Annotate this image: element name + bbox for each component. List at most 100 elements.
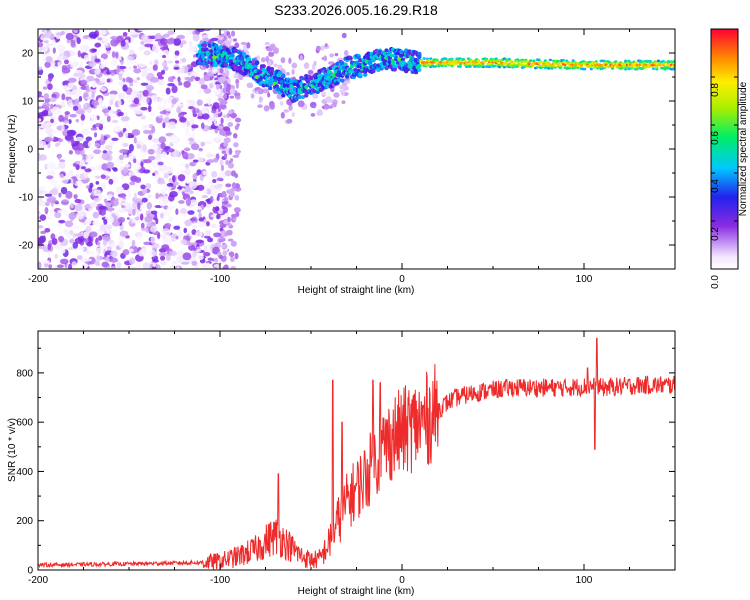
spectrogram-noise-cell (58, 161, 66, 169)
spectrogram-noise-cell (146, 96, 150, 104)
spectrogram-ridge-cell (458, 63, 462, 67)
spectrogram-noise-cell (58, 219, 66, 224)
spectrogram-noise-cell (142, 169, 151, 174)
spectrogram-noise-cell (109, 90, 118, 95)
spectrogram-halo-cell (225, 40, 231, 48)
spectrogram-halo-cell (297, 100, 305, 108)
spectrogram-noise-cell (140, 82, 149, 86)
spectrogram-noise-cell (74, 204, 83, 212)
spectrogram-noise-cell (70, 39, 76, 48)
spectrogram-noise-cell (163, 172, 169, 179)
spectrogram-noise-cell (91, 80, 97, 89)
spectrogram-ridge-cell (548, 58, 552, 62)
spectrogram-ridge-cell (502, 65, 507, 69)
spectrogram-noise-cell (117, 99, 122, 107)
spectrogram-noise-cell (69, 113, 77, 118)
spectrogram-ridge-cell (663, 60, 667, 64)
spectrogram-noise-cell (170, 264, 175, 269)
spectrogram-noise-cell (61, 93, 66, 101)
spectrogram-noise-cell (58, 114, 64, 122)
spectrogram-noise-cell (183, 80, 191, 88)
spectrogram-noise-cell (128, 134, 135, 139)
spectrogram-noise-cell (121, 204, 125, 209)
spectrogram-noise-cell (174, 50, 180, 56)
spectrogram-noise-cell (191, 229, 197, 235)
spectrogram-ridge-cell (279, 79, 284, 84)
spectrogram-halo-cell (303, 62, 310, 70)
spectrogram-ridge-cell (327, 69, 332, 74)
spectrogram-ridge-cell (312, 89, 317, 94)
spectrogram-noise-cell (112, 119, 119, 124)
spectrogram-noise-cell (196, 248, 201, 253)
spectrogram-noise-cell (227, 122, 234, 128)
spectrogram-ridge-cell (553, 64, 557, 67)
spectrogram-noise-cell (164, 230, 172, 236)
spectrogram-noise-cell (98, 235, 103, 241)
spectrogram-ridge-cell (407, 49, 412, 54)
spectrogram-noise-cell (142, 188, 148, 195)
spectrogram-halo-cell (203, 23, 208, 26)
spectrogram-noise-cell (143, 124, 148, 129)
spectrogram-ridge-cell (497, 59, 502, 62)
spectrogram-halo-cell (323, 103, 330, 110)
spectrogram-halo-cell (238, 73, 244, 81)
spectrogram-ridge-cell (348, 56, 353, 61)
spectrogram-noise-cell (223, 137, 231, 144)
spectrogram-noise-cell (182, 252, 192, 261)
spectrogram-noise-cell (189, 199, 199, 207)
spectrogram-noise-cell (65, 190, 73, 199)
spectrogram-noise-cell (92, 221, 97, 225)
spectrogram-noise-cell (80, 118, 85, 127)
spectrogram-noise-cell (88, 31, 98, 39)
spectrogram-noise-cell (150, 236, 156, 244)
spectrogram-noise-cell (171, 98, 177, 105)
spectrogram-noise-cell (147, 105, 152, 113)
spectrogram-noise-cell (192, 34, 200, 42)
spectrogram-halo-cell (312, 104, 316, 109)
snr-series-line (38, 337, 675, 570)
spectrogram-noise-cell (82, 258, 92, 262)
spectrogram-halo-cell (268, 60, 272, 66)
spectrogram-noise-cell (60, 186, 68, 195)
spectrogram-noise-cell (196, 99, 203, 107)
spectrogram-noise-cell (167, 121, 177, 129)
spectrogram-noise-cell (184, 147, 191, 152)
spectrogram-noise-cell (38, 235, 46, 244)
spectrogram-noise-cell (226, 203, 232, 208)
spectrogram-noise-cell (229, 158, 234, 163)
spectrogram-ridge-cell (392, 67, 397, 72)
spectrogram-noise-cell (51, 237, 58, 246)
spectrogram-noise-cell (176, 255, 185, 264)
spectrogram-ridge-cell (363, 72, 368, 77)
spectrogram-noise-cell (223, 35, 227, 40)
spectrogram-ridge-cell (468, 65, 472, 69)
spectrogram-ridge-cell (281, 93, 286, 98)
spectrogram-halo-cell (288, 57, 292, 64)
spectrogram-noise-cell (55, 223, 63, 227)
spectrogram-noise-cell (221, 190, 227, 198)
spectrogram-noise-cell (177, 76, 181, 83)
spectrogram-noise-cell (103, 198, 108, 203)
spectrogram-halo-cell (325, 96, 332, 104)
spectrogram-noise-cell (134, 177, 142, 183)
spectrogram-ridge-cell (233, 48, 239, 53)
spectrogram-noise-cell (234, 207, 239, 212)
spectrogram-noise-cell (117, 65, 127, 70)
spectrogram-noise-cell (202, 252, 211, 257)
spectrogram-halo-cell (344, 80, 351, 84)
spectrogram-noise-cell (147, 148, 155, 155)
spectrogram-halo-cell (233, 73, 240, 79)
spectrogram-noise-cell (63, 59, 70, 65)
spectrogram-noise-cell (129, 181, 136, 186)
spectrogram-halo-cell (257, 104, 263, 108)
spectrogram-noise-cell (165, 254, 171, 261)
spectrogram-halo-cell (285, 71, 290, 76)
spectrogram-noise-cell (85, 136, 93, 141)
spectrogram-noise-cell (171, 85, 178, 94)
spectrogram-noise-cell (71, 261, 77, 266)
spectrogram-noise-cell (200, 84, 208, 90)
spectrogram-noise-cell (38, 106, 43, 110)
snr-x-tick-label: -200 (28, 575, 48, 586)
spectrogram-noise-cell (80, 113, 86, 121)
spectrogram-noise-cell (219, 159, 224, 167)
